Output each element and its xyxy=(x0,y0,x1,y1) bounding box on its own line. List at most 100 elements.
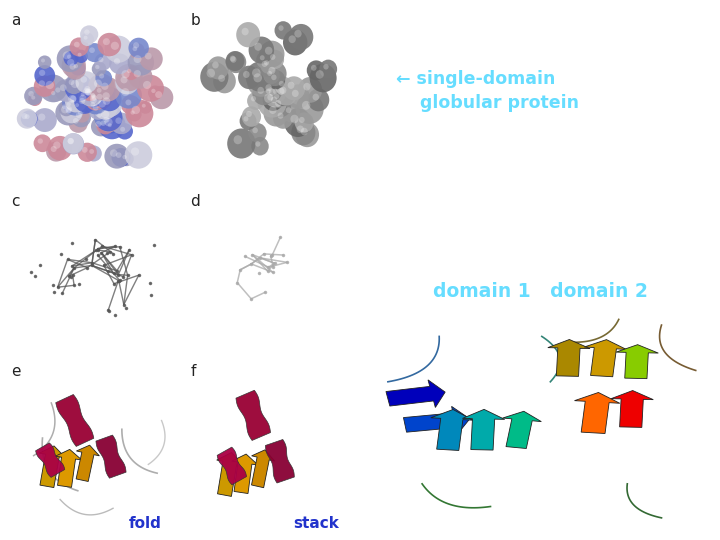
Circle shape xyxy=(251,137,269,156)
Circle shape xyxy=(90,95,96,101)
Circle shape xyxy=(97,33,121,56)
Circle shape xyxy=(101,120,106,126)
Circle shape xyxy=(64,75,84,94)
Circle shape xyxy=(104,117,109,123)
Circle shape xyxy=(307,60,325,80)
Circle shape xyxy=(310,64,337,92)
Circle shape xyxy=(73,64,78,69)
Circle shape xyxy=(88,73,114,100)
Circle shape xyxy=(315,70,324,79)
Circle shape xyxy=(120,127,125,132)
Circle shape xyxy=(151,89,156,93)
Circle shape xyxy=(55,100,81,125)
Circle shape xyxy=(256,51,272,69)
Circle shape xyxy=(287,84,310,109)
Circle shape xyxy=(242,106,261,127)
Circle shape xyxy=(243,71,250,78)
Circle shape xyxy=(248,123,266,143)
Circle shape xyxy=(266,89,271,93)
Polygon shape xyxy=(236,390,271,441)
Circle shape xyxy=(33,108,57,132)
Circle shape xyxy=(70,96,76,102)
Circle shape xyxy=(150,86,174,109)
Circle shape xyxy=(99,112,120,132)
Circle shape xyxy=(65,91,87,112)
Circle shape xyxy=(67,55,71,59)
Circle shape xyxy=(264,60,269,65)
Circle shape xyxy=(62,89,89,116)
Circle shape xyxy=(40,75,67,102)
Circle shape xyxy=(66,102,71,106)
Circle shape xyxy=(78,143,97,162)
Circle shape xyxy=(127,49,154,76)
FancyArrow shape xyxy=(55,449,82,487)
Circle shape xyxy=(87,98,103,114)
Circle shape xyxy=(287,82,294,89)
Circle shape xyxy=(89,48,95,53)
Circle shape xyxy=(39,80,45,87)
Circle shape xyxy=(74,42,80,48)
Circle shape xyxy=(97,87,122,111)
Circle shape xyxy=(115,64,143,91)
Circle shape xyxy=(24,114,30,119)
Circle shape xyxy=(99,57,104,62)
Circle shape xyxy=(282,103,300,123)
Circle shape xyxy=(134,70,141,77)
Circle shape xyxy=(298,77,322,103)
Circle shape xyxy=(76,112,81,118)
Circle shape xyxy=(66,106,72,113)
Circle shape xyxy=(70,60,85,76)
Circle shape xyxy=(114,58,120,64)
Circle shape xyxy=(270,54,276,60)
Circle shape xyxy=(48,136,72,160)
Circle shape xyxy=(246,111,252,117)
Circle shape xyxy=(139,101,152,114)
Circle shape xyxy=(134,55,142,63)
Circle shape xyxy=(269,106,276,114)
Circle shape xyxy=(264,83,287,107)
Circle shape xyxy=(143,81,151,89)
Circle shape xyxy=(252,69,261,77)
Circle shape xyxy=(55,87,60,93)
Circle shape xyxy=(74,93,95,114)
Circle shape xyxy=(213,69,236,93)
Circle shape xyxy=(131,147,139,156)
Circle shape xyxy=(109,53,130,74)
Circle shape xyxy=(253,127,258,133)
Circle shape xyxy=(307,89,329,111)
Circle shape xyxy=(91,93,95,98)
Circle shape xyxy=(34,134,51,152)
Circle shape xyxy=(62,53,86,78)
Circle shape xyxy=(133,42,139,49)
Circle shape xyxy=(265,46,272,55)
Circle shape xyxy=(91,102,95,107)
Circle shape xyxy=(94,79,102,87)
Polygon shape xyxy=(55,395,94,447)
Circle shape xyxy=(260,56,277,74)
Circle shape xyxy=(301,128,308,135)
Circle shape xyxy=(284,108,312,137)
Polygon shape xyxy=(266,440,294,483)
Circle shape xyxy=(289,35,296,43)
Circle shape xyxy=(286,107,292,113)
Circle shape xyxy=(104,144,130,168)
Circle shape xyxy=(95,65,99,69)
Circle shape xyxy=(132,46,138,51)
Circle shape xyxy=(78,83,102,106)
Circle shape xyxy=(128,38,149,58)
Circle shape xyxy=(279,25,284,31)
Circle shape xyxy=(311,65,317,71)
Circle shape xyxy=(90,97,96,104)
Circle shape xyxy=(110,112,132,134)
Circle shape xyxy=(257,87,264,94)
Circle shape xyxy=(122,70,130,78)
Circle shape xyxy=(282,76,305,100)
Circle shape xyxy=(103,38,110,45)
Circle shape xyxy=(248,37,274,64)
Circle shape xyxy=(279,86,287,94)
Circle shape xyxy=(17,109,37,129)
Circle shape xyxy=(78,89,91,103)
Circle shape xyxy=(63,99,78,113)
Circle shape xyxy=(254,43,262,51)
Circle shape xyxy=(228,129,256,159)
